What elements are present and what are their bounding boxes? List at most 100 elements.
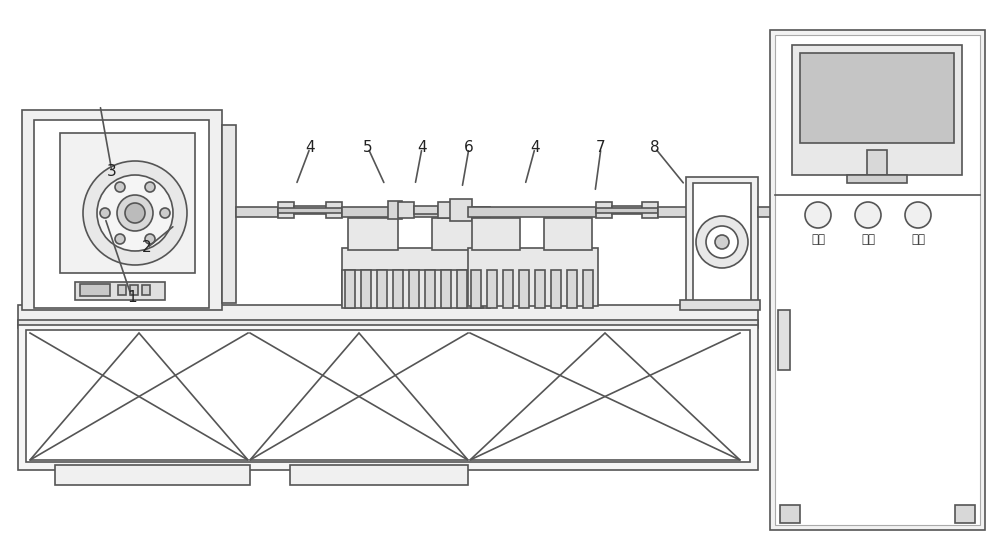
- Bar: [409, 270, 419, 308]
- Circle shape: [145, 234, 155, 244]
- Bar: [792, 45, 962, 175]
- Bar: [342, 270, 490, 308]
- Bar: [130, 285, 138, 295]
- Bar: [18, 325, 758, 470]
- Circle shape: [145, 182, 155, 192]
- Circle shape: [117, 195, 153, 231]
- Text: 暂停: 暂停: [861, 233, 875, 246]
- Bar: [414, 206, 438, 214]
- Circle shape: [905, 202, 931, 228]
- Bar: [658, 207, 688, 217]
- Bar: [693, 183, 751, 301]
- Bar: [770, 30, 985, 530]
- Bar: [472, 218, 520, 250]
- Bar: [503, 270, 513, 308]
- Bar: [18, 320, 758, 328]
- Bar: [18, 305, 758, 325]
- Text: 2: 2: [142, 240, 152, 256]
- Bar: [342, 207, 490, 217]
- Circle shape: [97, 175, 173, 251]
- Bar: [519, 270, 529, 308]
- Text: 4: 4: [417, 140, 427, 156]
- Polygon shape: [30, 333, 248, 460]
- Bar: [345, 270, 355, 308]
- Bar: [596, 208, 658, 213]
- Bar: [612, 206, 642, 214]
- Bar: [583, 270, 593, 308]
- Bar: [686, 177, 758, 307]
- Bar: [290, 465, 468, 485]
- Polygon shape: [250, 333, 468, 460]
- Bar: [326, 202, 342, 218]
- Bar: [75, 282, 165, 300]
- Bar: [60, 133, 195, 273]
- Bar: [441, 270, 451, 308]
- Bar: [468, 248, 598, 306]
- Circle shape: [100, 208, 110, 218]
- Bar: [377, 270, 387, 308]
- Text: 启动: 启动: [811, 233, 825, 246]
- Text: 1: 1: [127, 290, 137, 306]
- Bar: [438, 202, 454, 218]
- Bar: [398, 202, 414, 218]
- Bar: [348, 218, 398, 250]
- Bar: [236, 207, 278, 217]
- Bar: [361, 270, 371, 308]
- Text: 急停: 急停: [911, 233, 925, 246]
- Bar: [278, 208, 342, 213]
- Text: 3: 3: [107, 164, 117, 180]
- Text: 5: 5: [363, 140, 373, 156]
- Bar: [80, 284, 110, 296]
- Bar: [471, 270, 481, 308]
- Circle shape: [696, 216, 748, 268]
- Bar: [642, 202, 658, 218]
- Text: 4: 4: [305, 140, 315, 156]
- Bar: [278, 202, 294, 218]
- Bar: [118, 285, 126, 295]
- Circle shape: [715, 235, 729, 249]
- Bar: [432, 218, 482, 250]
- Bar: [468, 207, 598, 217]
- Bar: [867, 150, 887, 175]
- Bar: [487, 270, 497, 308]
- Bar: [775, 35, 980, 525]
- Bar: [342, 248, 490, 306]
- Bar: [393, 270, 403, 308]
- Bar: [535, 270, 545, 308]
- Circle shape: [83, 161, 187, 265]
- Circle shape: [855, 202, 881, 228]
- Bar: [795, 203, 803, 221]
- Bar: [567, 270, 577, 308]
- Bar: [680, 300, 760, 310]
- Bar: [294, 206, 326, 214]
- Bar: [34, 120, 209, 308]
- Circle shape: [115, 182, 125, 192]
- Bar: [596, 202, 612, 218]
- Circle shape: [706, 226, 738, 258]
- Text: 6: 6: [464, 140, 474, 156]
- Bar: [758, 207, 798, 217]
- Bar: [800, 53, 954, 143]
- Bar: [780, 505, 800, 523]
- Bar: [473, 270, 483, 308]
- Bar: [778, 310, 790, 370]
- Bar: [425, 270, 435, 308]
- Circle shape: [115, 234, 125, 244]
- Text: 4: 4: [530, 140, 540, 156]
- Bar: [22, 110, 222, 310]
- Bar: [55, 465, 250, 485]
- Text: 8: 8: [650, 140, 660, 156]
- Bar: [26, 330, 750, 462]
- Bar: [142, 285, 150, 295]
- Circle shape: [125, 203, 145, 223]
- Bar: [457, 270, 467, 308]
- Circle shape: [805, 202, 831, 228]
- Bar: [222, 125, 236, 303]
- Bar: [955, 505, 975, 523]
- Bar: [847, 175, 907, 183]
- Bar: [544, 218, 592, 250]
- Bar: [388, 201, 402, 219]
- Bar: [551, 270, 561, 308]
- Bar: [450, 199, 472, 221]
- Text: 7: 7: [596, 140, 606, 156]
